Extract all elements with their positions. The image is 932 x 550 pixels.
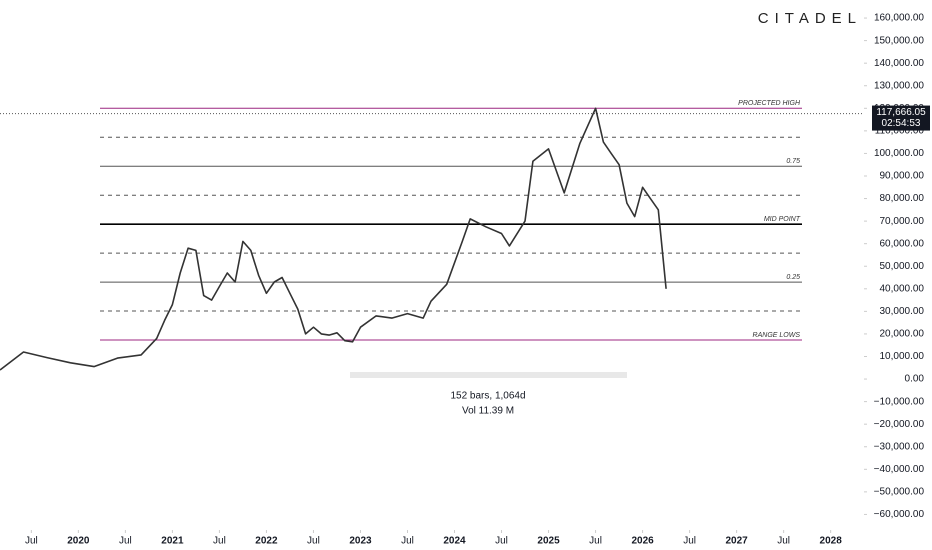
y-tick-label: 160,000.00 bbox=[874, 13, 924, 24]
level-label: 0.75 bbox=[786, 158, 800, 165]
y-tick-label: 140,000.00 bbox=[874, 58, 924, 69]
y-tick-label: 70,000.00 bbox=[880, 216, 925, 227]
y-tick-label: −30,000.00 bbox=[874, 441, 925, 452]
volume-label: Vol 11.39 M bbox=[462, 406, 514, 417]
x-tick-label: Jul bbox=[307, 536, 320, 547]
x-tick-label: 2024 bbox=[443, 536, 466, 547]
y-tick-label: 0.00 bbox=[905, 374, 925, 385]
x-tick-label: Jul bbox=[213, 536, 226, 547]
y-tick-label: −20,000.00 bbox=[874, 419, 925, 430]
x-tick-label: Jul bbox=[25, 536, 38, 547]
y-tick-label: 130,000.00 bbox=[874, 80, 924, 91]
y-tick-label: 10,000.00 bbox=[880, 351, 925, 362]
level-label: MID POINT bbox=[764, 216, 801, 223]
last-price-box bbox=[872, 105, 930, 131]
level-label: RANGE LOWS bbox=[753, 332, 801, 339]
y-tick-label: −40,000.00 bbox=[874, 464, 925, 475]
y-tick-label: 20,000.00 bbox=[880, 329, 925, 340]
level-label: 0.25 bbox=[786, 274, 800, 281]
x-tick-label: Jul bbox=[589, 536, 602, 547]
x-tick-label: 2022 bbox=[255, 536, 278, 547]
x-tick-label: 2020 bbox=[67, 536, 90, 547]
price-line bbox=[0, 107, 667, 371]
y-tick-label: 30,000.00 bbox=[880, 306, 925, 317]
last-price-label: 117,666.05 bbox=[876, 107, 926, 118]
x-tick-label: Jul bbox=[683, 536, 696, 547]
y-tick-label: 40,000.00 bbox=[880, 283, 925, 294]
x-tick-label: 2023 bbox=[349, 536, 372, 547]
y-tick-label: 150,000.00 bbox=[874, 35, 924, 46]
measure-bar bbox=[350, 372, 627, 378]
y-tick-label: −10,000.00 bbox=[874, 396, 925, 407]
y-tick-label: 90,000.00 bbox=[880, 171, 925, 182]
y-tick-label: 50,000.00 bbox=[880, 261, 925, 272]
y-tick-label: −60,000.00 bbox=[874, 509, 925, 520]
countdown-label: 02:54:53 bbox=[882, 118, 921, 129]
x-tick-label: 2027 bbox=[725, 536, 748, 547]
x-tick-label: Jul bbox=[777, 536, 790, 547]
y-tick-label: −50,000.00 bbox=[874, 487, 925, 498]
y-tick-label: 100,000.00 bbox=[874, 148, 924, 159]
x-tick-label: 2026 bbox=[631, 536, 654, 547]
x-tick-label: 2021 bbox=[161, 536, 184, 547]
y-tick-label: 110,000.00 bbox=[875, 126, 925, 137]
x-tick-label: Jul bbox=[495, 536, 508, 547]
brand-logo: CITADEL bbox=[758, 10, 862, 27]
x-tick-label: 2025 bbox=[537, 536, 560, 547]
level-label: PROJECTED HIGH bbox=[738, 100, 801, 107]
x-tick-label: 2028 bbox=[820, 536, 843, 547]
x-tick-label: Jul bbox=[401, 536, 414, 547]
measure-label: 152 bars, 1,064d bbox=[450, 391, 525, 402]
x-tick-label: Jul bbox=[119, 536, 132, 547]
y-tick-label: 80,000.00 bbox=[880, 193, 925, 204]
y-tick-label: 60,000.00 bbox=[880, 238, 925, 249]
